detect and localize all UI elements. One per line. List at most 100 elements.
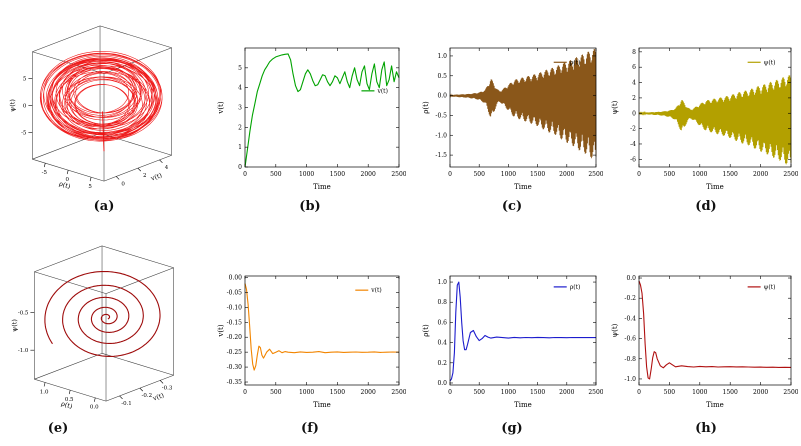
chart-g-svg: 0 500 1000 1500 2000 2500 1.0 0.8 0.6 0.4 0.2 0.0 Ti… (422, 275, 603, 409)
svg-text:2000: 2000 (559, 171, 574, 178)
svg-text:0: 0 (632, 110, 636, 117)
svg-text:2500: 2500 (391, 171, 406, 178)
svg-text:500: 500 (270, 171, 282, 178)
svg-text:0.8: 0.8 (437, 299, 447, 306)
svg-text:0: 0 (23, 103, 27, 109)
svg-text:-5: -5 (42, 170, 48, 176)
svg-text:-0.25: -0.25 (227, 349, 243, 356)
panel-label-c: (c) (501, 199, 523, 214)
svg-text:1500: 1500 (723, 389, 738, 396)
svg-text:2500: 2500 (588, 171, 603, 178)
svg-text:500: 500 (473, 171, 485, 178)
panel-g-plot: 0 500 1000 1500 2000 2500 1.0 0.8 0.6 0.4 0.2 0.0 Ti… (419, 270, 603, 410)
svg-text:0.0: 0.0 (90, 405, 99, 411)
svg-text:-0.4: -0.4 (624, 315, 636, 322)
svg-text:0.0: 0.0 (437, 93, 447, 100)
svg-text:-0.2: -0.2 (624, 295, 636, 302)
svg-text:0.0: 0.0 (626, 275, 636, 282)
svg-text:2: 2 (238, 124, 242, 131)
svg-text:v(t): v(t) (376, 88, 387, 95)
svg-text:500: 500 (473, 389, 485, 396)
svg-text:1500: 1500 (330, 389, 345, 396)
panel-label-f: (f) (301, 421, 319, 436)
svg-text:5: 5 (238, 65, 242, 72)
svg-text:-0.1: -0.1 (121, 401, 132, 407)
svg-text:0.4: 0.4 (437, 340, 447, 347)
svg-text:ψ(t): ψ(t) (10, 319, 18, 332)
svg-text:1500: 1500 (530, 389, 545, 396)
svg-text:8: 8 (632, 49, 636, 56)
panel-b-plot: 0 500 1000 1500 2000 2500 0 1 2 3 4 5 Time v(t) v(t) (214, 42, 406, 192)
svg-text:-0.05: -0.05 (227, 289, 243, 296)
svg-text:v(t): v(t) (149, 171, 163, 183)
svg-text:1000: 1000 (501, 389, 516, 396)
svg-text:ψ(t): ψ(t) (764, 284, 776, 291)
svg-text:Time: Time (313, 183, 331, 191)
svg-text:1.0: 1.0 (437, 53, 447, 60)
svg-text:0: 0 (448, 389, 452, 396)
panel-h-plot: 0 500 1000 1500 2000 2500 0.0 -0.2 -0.4 -0.6 -0.8 -… (608, 270, 798, 410)
svg-text:-0.6: -0.6 (624, 336, 636, 343)
chart-c-svg: 0 500 1000 1500 2000 2500 1.0 0.5 0.0 -0.5 -1.0 -1.… (422, 47, 603, 191)
svg-text:-0.35: -0.35 (227, 379, 243, 386)
panel-f-plot: 0 500 1000 1500 2000 2500 0.00 -0.05 -0.10 -0.15 -… (214, 270, 406, 410)
svg-text:2500: 2500 (588, 389, 603, 396)
svg-text:1.0: 1.0 (40, 389, 49, 395)
svg-text:-0.30: -0.30 (227, 364, 243, 371)
svg-text:6: 6 (632, 64, 636, 71)
svg-text:ρ(t): ρ(t) (422, 101, 430, 114)
chart-b-svg: 0 500 1000 1500 2000 2500 0 1 2 3 4 5 Time v(t) v(t) (217, 47, 406, 191)
svg-text:-1.0: -1.0 (435, 132, 447, 139)
svg-text:1500: 1500 (330, 171, 345, 178)
svg-text:-5: -5 (21, 130, 27, 136)
svg-text:v(t): v(t) (151, 391, 165, 403)
panel-label-d: (d) (695, 199, 717, 214)
svg-text:-6: -6 (630, 156, 636, 163)
svg-text:500: 500 (664, 171, 676, 178)
svg-text:2000: 2000 (753, 389, 768, 396)
chart-h-svg: 0 500 1000 1500 2000 2500 0.0 -0.2 -0.4 -0.6 -0.8 -… (611, 275, 798, 409)
svg-text:1000: 1000 (692, 389, 707, 396)
svg-text:2500: 2500 (783, 171, 798, 178)
svg-text:-0.2: -0.2 (142, 393, 153, 399)
svg-text:-0.5: -0.5 (18, 311, 29, 317)
panel-label-a: (a) (93, 199, 115, 214)
svg-text:0.5: 0.5 (65, 397, 74, 403)
panel-a-plot: 5 0 -5 ψ(t) -5 0 5 ρ(t) 0 2 4 v(t) (4, 2, 206, 196)
svg-text:1000: 1000 (299, 171, 314, 178)
svg-text:0: 0 (637, 171, 641, 178)
svg-text:0: 0 (65, 177, 69, 183)
svg-text:0: 0 (637, 389, 641, 396)
svg-text:-0.10: -0.10 (227, 304, 243, 311)
svg-text:-0.20: -0.20 (227, 334, 243, 341)
svg-text:Time: Time (706, 183, 724, 191)
svg-text:2: 2 (632, 95, 636, 102)
svg-text:0.00: 0.00 (229, 274, 243, 281)
svg-text:500: 500 (270, 389, 282, 396)
svg-text:4: 4 (238, 85, 242, 92)
svg-text:-2: -2 (630, 126, 636, 133)
svg-text:2500: 2500 (391, 389, 406, 396)
svg-text:Time: Time (706, 401, 724, 409)
svg-text:-0.8: -0.8 (624, 356, 636, 363)
svg-text:5: 5 (23, 77, 27, 83)
svg-text:2000: 2000 (361, 171, 376, 178)
svg-text:2: 2 (143, 173, 146, 179)
svg-text:v(t): v(t) (217, 324, 225, 337)
svg-text:ψ(t): ψ(t) (764, 59, 776, 66)
svg-text:1.0: 1.0 (437, 279, 447, 286)
svg-text:0.6: 0.6 (437, 319, 447, 326)
panel-label-b: (b) (299, 199, 321, 214)
svg-text:-0.5: -0.5 (435, 112, 447, 119)
svg-text:1000: 1000 (501, 171, 516, 178)
svg-text:ψ(t): ψ(t) (8, 99, 16, 112)
svg-text:4: 4 (165, 165, 169, 171)
panel-c-plot: 0 500 1000 1500 2000 2500 1.0 0.5 0.0 -0.5 -1.0 -1.… (419, 42, 603, 192)
svg-text:0: 0 (448, 171, 452, 178)
svg-text:2000: 2000 (753, 171, 768, 178)
svg-text:2000: 2000 (361, 389, 376, 396)
svg-text:-1.0: -1.0 (624, 376, 636, 383)
svg-text:Time: Time (514, 401, 532, 409)
